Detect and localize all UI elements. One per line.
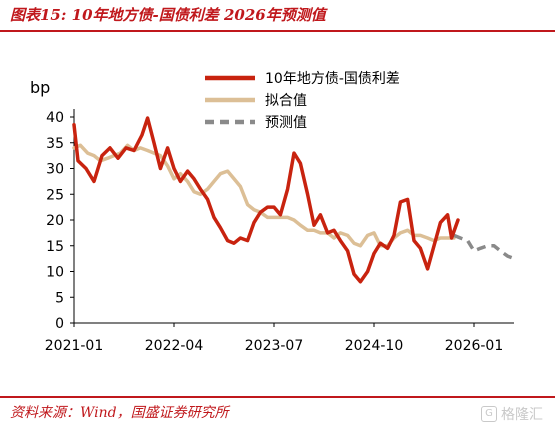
- axes: 0 5 10 15 20 25 30 35 40 2021-01 2022-04 2023-07 202…: [45, 109, 514, 354]
- y-tick-label: 30: [46, 162, 64, 178]
- y-tick-label: 40: [46, 110, 64, 126]
- x-tick-label: 2024-10: [345, 338, 404, 354]
- y-tick-label: 35: [46, 136, 64, 152]
- chart-title: 图表15: 10年地方债-国债利差 2026年预测值: [10, 6, 326, 24]
- series-line-3: [453, 233, 515, 261]
- x-tick-label: 2021-01: [45, 338, 104, 354]
- watermark: G 格隆汇: [481, 404, 543, 424]
- spread-chart: bp 0 5 10 15 20 25 30 35 40 2021-01 2022-04 2023-07…: [30, 71, 515, 354]
- series-group: [72, 116, 515, 284]
- y-tick-label: 25: [46, 187, 64, 203]
- legend-label-3: 预测值: [265, 115, 307, 131]
- x-tick-label: 2022-04: [145, 338, 204, 354]
- watermark-logo-icon: G: [481, 406, 497, 422]
- x-tick-label: 2026-01: [445, 338, 504, 354]
- x-tick-label: 2023-07: [245, 338, 304, 354]
- y-tick-label: 10: [46, 265, 64, 281]
- y-tick-label: 20: [46, 213, 64, 229]
- source-rule: [0, 396, 555, 398]
- series-line-1: [72, 116, 460, 284]
- y-tick-label: 0: [55, 316, 64, 332]
- series-line-2: [72, 143, 456, 248]
- y-axis-label: bp: [30, 78, 50, 97]
- y-tick-label: 5: [55, 290, 64, 306]
- legend-label-1: 10年地方债-国债利差: [265, 71, 400, 87]
- y-tick-label: 15: [46, 239, 64, 255]
- watermark-text: 格隆汇: [501, 407, 543, 423]
- legend-label-2: 拟合值: [265, 93, 307, 109]
- source-note: 资料来源：Wind，国盛证券研究所: [10, 405, 229, 421]
- title-rule: [0, 30, 555, 32]
